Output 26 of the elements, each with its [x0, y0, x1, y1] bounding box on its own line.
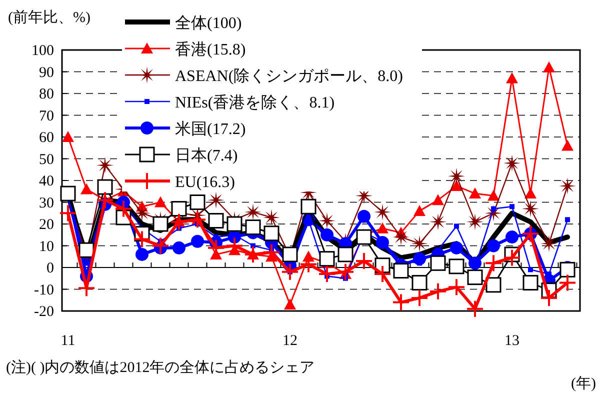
y-tick-label: 80 [39, 86, 54, 102]
legend-label: 全体(100) [175, 15, 242, 32]
y-tick-label: 100 [32, 43, 54, 59]
legend-label: NIEs(香港を除く、8.1) [175, 94, 335, 112]
x-tick-label: 13 [504, 333, 520, 349]
text: (年) [571, 375, 596, 392]
y-tick-label: -10 [34, 282, 54, 298]
x-tick-label: 11 [60, 333, 76, 349]
y-tick-label: 20 [39, 217, 54, 233]
x-tick-label: 12 [282, 333, 298, 349]
y-tick-label: 0 [46, 260, 54, 276]
legend-label: EU(16.3) [175, 174, 235, 191]
y-tick-label: 50 [39, 152, 54, 168]
text: (注)( )内の数値は2012年の全体に占めるシェア [6, 359, 315, 376]
legend-label: ASEAN(除くシンガポール、8.0) [175, 68, 403, 85]
legend-label: 日本(7.4) [175, 146, 238, 164]
y-tick-label: 30 [39, 195, 54, 212]
y-tick-label: 60 [39, 130, 54, 146]
y-axis-title: (前年比、%) [8, 9, 90, 26]
y-tick-label: 70 [39, 108, 54, 124]
y-tick-label: 90 [39, 64, 54, 81]
y-tick-label: 10 [39, 238, 54, 255]
y-tick-label: 40 [39, 174, 54, 190]
legend-label: 香港(15.8) [175, 40, 246, 58]
y-tick-label: -20 [34, 304, 54, 320]
legend-label: 米国(17.2) [175, 120, 246, 138]
